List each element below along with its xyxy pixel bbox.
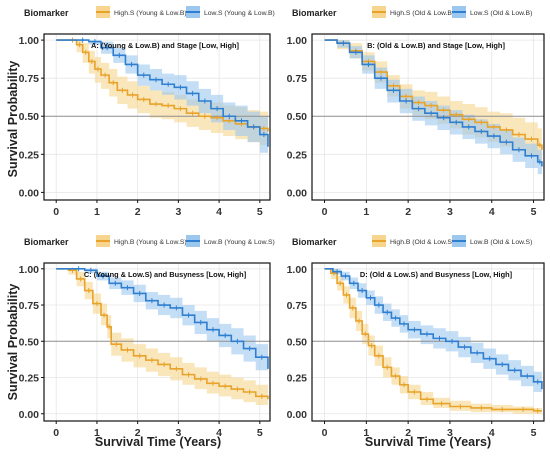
x-tick-label: 4	[489, 427, 495, 439]
plot-frame	[43, 33, 271, 201]
x-tick-label: 4	[489, 206, 495, 218]
panel-d: Biomarker High.B (Old & Low.S) Low.B (Old …	[287, 235, 545, 439]
x-tick-label: 4	[216, 427, 222, 439]
x-tick-label: 3	[447, 427, 453, 439]
legend-entry-label: Low.S (Young & Low.B)	[204, 10, 275, 17]
y-tick-label: 0.00	[287, 187, 308, 199]
x-tick-label: 0	[53, 206, 59, 218]
survival-curve	[324, 267, 543, 390]
y-axis-label-bottom: Survival Probability	[6, 284, 20, 401]
x-axis-label-left: Survival Time (Years)	[95, 435, 221, 449]
y-tick-label: 1.00	[19, 264, 40, 276]
plot-frame	[311, 33, 545, 201]
y-tick-label: 0.50	[287, 336, 308, 348]
x-tick-label: 5	[531, 206, 537, 218]
y-tick-label: 0.75	[19, 73, 40, 85]
y-tick-label: 0.25	[287, 373, 308, 385]
confidence-band	[56, 268, 268, 382]
x-tick-label: 2	[405, 427, 411, 439]
y-tick-label: 0.00	[19, 187, 40, 199]
legend-title: Biomarker	[24, 237, 69, 247]
x-tick-label: 0	[322, 427, 328, 439]
panel-b: Biomarker High.S (Old & Low.B) Low.S (Old …	[287, 6, 545, 218]
x-tick-label: 1	[94, 427, 100, 439]
confidence-band	[56, 268, 268, 407]
legend-entry-label: High.B (Young & Low.S)	[114, 239, 187, 246]
y-tick-label: 0.25	[19, 149, 40, 161]
panel-title: A: (Young & Low.B) and Stage [Low, High]	[91, 41, 239, 50]
survival-curve	[324, 267, 542, 412]
x-tick-label: 2	[135, 206, 141, 218]
y-tick-label: 0.50	[19, 111, 40, 123]
survival-curve	[324, 39, 543, 167]
legend-entry-label: High.B (Old & Low.S)	[390, 239, 454, 246]
y-tick-label: 0.75	[287, 73, 308, 85]
y-tick-label: 0.75	[19, 300, 40, 312]
legend-title: Biomarker	[292, 237, 337, 247]
plot-frame	[311, 262, 545, 422]
y-tick-label: 0.25	[19, 373, 40, 385]
y-tick-label: 0.50	[287, 111, 308, 123]
y-tick-label: 0.50	[19, 336, 40, 348]
x-tick-label: 5	[257, 206, 263, 218]
y-tick-label: 1.00	[287, 264, 308, 276]
panel-c: Biomarker High.B (Young & Low.S) Low.B (Yo…	[19, 235, 275, 439]
x-tick-label: 3	[175, 206, 181, 218]
legend-title: Biomarker	[24, 8, 69, 18]
x-tick-label: 3	[447, 206, 453, 218]
x-tick-label: 1	[363, 206, 369, 218]
x-tick-label: 1	[94, 206, 100, 218]
y-tick-label: 0.75	[287, 300, 308, 312]
y-tick-label: 1.00	[19, 35, 40, 47]
x-tick-label: 5	[257, 427, 263, 439]
confidence-band	[324, 40, 542, 179]
x-tick-label: 4	[216, 206, 222, 218]
legend-entry-label: High.S (Old & Low.B)	[390, 10, 454, 17]
legend-title: Biomarker	[292, 8, 337, 18]
x-tick-label: 3	[175, 427, 181, 439]
y-tick-label: 0.25	[287, 149, 308, 161]
x-tick-label: 0	[53, 427, 59, 439]
panel-title: D: (Old & Low.S) and Busyness [Low, High…	[360, 270, 513, 279]
legend-entry-label: High.S (Young & Low.B)	[114, 10, 187, 17]
x-tick-label: 0	[322, 206, 328, 218]
x-tick-label: 5	[531, 427, 537, 439]
panel-a: Biomarker High.S (Young & Low.B) Low.S (Yo…	[19, 6, 275, 218]
panel-title: C: (Young & Low.S) and Busyness [Low, Hi…	[84, 270, 247, 279]
panel-title: B: (Old & Low.B) and Stage [Low, High]	[367, 41, 505, 50]
x-tick-label: 1	[363, 427, 369, 439]
x-tick-label: 2	[135, 427, 141, 439]
y-axis-label-top: Survival Probability	[6, 61, 20, 178]
legend-entry-label: Low.B (Old & Low.S)	[470, 239, 532, 246]
y-tick-label: 0.00	[19, 409, 40, 421]
y-tick-label: 1.00	[287, 35, 308, 47]
x-axis-label-right: Survival Time (Years)	[365, 435, 491, 449]
survival-curve	[56, 267, 269, 400]
legend-entry-label: Low.S (Old & Low.B)	[470, 10, 532, 17]
legend-entry-label: Low.B (Young & Low.S)	[204, 239, 275, 246]
plot-frame	[43, 262, 271, 422]
x-tick-label: 2	[405, 206, 411, 218]
y-tick-label: 0.00	[287, 409, 308, 421]
